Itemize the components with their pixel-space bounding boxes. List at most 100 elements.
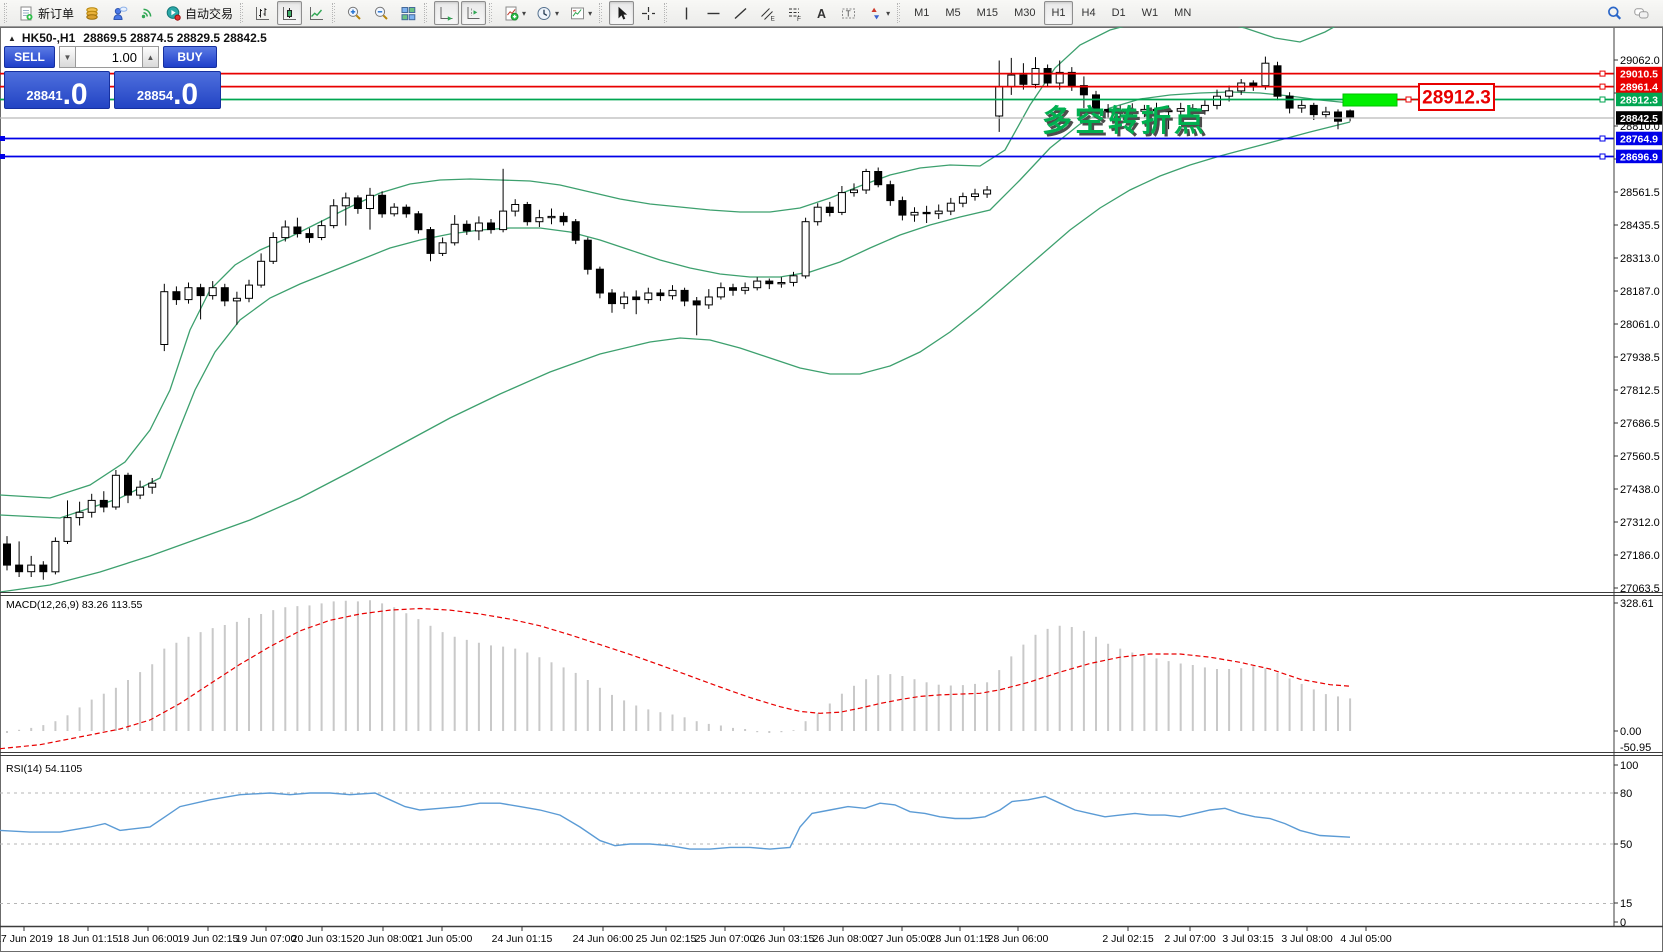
candle bbox=[15, 564, 24, 573]
volume-input[interactable]: 1.00 bbox=[76, 46, 142, 68]
zoom-in-button[interactable] bbox=[342, 1, 367, 25]
vertical-line-button[interactable] bbox=[674, 1, 699, 25]
line-handle[interactable] bbox=[0, 154, 5, 159]
templates-button[interactable]: ▾ bbox=[565, 1, 596, 25]
periods-button[interactable]: ▾ bbox=[532, 1, 563, 25]
candle bbox=[3, 543, 11, 566]
candle bbox=[39, 564, 48, 573]
volume-increase-button[interactable]: ▲ bbox=[142, 46, 159, 68]
candle bbox=[1152, 108, 1161, 112]
toolbar-grip[interactable] bbox=[599, 3, 606, 23]
toolbar-grip[interactable] bbox=[424, 3, 431, 23]
bollinger-lower-band bbox=[0, 121, 1351, 593]
text-button[interactable]: A bbox=[809, 1, 834, 25]
toolbar-grip[interactable] bbox=[332, 3, 339, 23]
text-label-button[interactable]: T bbox=[836, 1, 861, 25]
candle bbox=[450, 223, 459, 244]
indicators-icon bbox=[503, 5, 520, 22]
zoom-out-button[interactable] bbox=[369, 1, 394, 25]
price-axis[interactable]: 29062.028936.028810.028684.528561.528435… bbox=[1613, 28, 1662, 926]
signal-icon bbox=[138, 5, 155, 22]
search-button[interactable] bbox=[1602, 1, 1627, 25]
candle bbox=[1140, 108, 1149, 112]
signals-button[interactable] bbox=[134, 1, 159, 25]
tf-m30-button[interactable]: M30 bbox=[1007, 1, 1042, 25]
line-handle[interactable] bbox=[1599, 96, 1606, 103]
equidistant-channel-button[interactable]: E bbox=[755, 1, 780, 25]
auto-scroll-button[interactable] bbox=[434, 1, 460, 25]
tile-windows-button[interactable] bbox=[396, 1, 421, 25]
horizontal-line-button[interactable] bbox=[701, 1, 726, 25]
candle bbox=[644, 292, 653, 301]
sell-button[interactable]: SELL bbox=[4, 46, 55, 68]
arrows-button[interactable]: ▾ bbox=[863, 1, 894, 25]
tf-m1-button[interactable]: M1 bbox=[907, 1, 936, 25]
candle bbox=[124, 474, 132, 496]
pane-separators[interactable] bbox=[0, 592, 1663, 928]
svg-text:28187.0: 28187.0 bbox=[1620, 286, 1660, 298]
bollinger-upper-band bbox=[0, 27, 1336, 499]
candle bbox=[220, 287, 229, 302]
tf-h4-button[interactable]: H4 bbox=[1075, 1, 1103, 25]
time-axis[interactable]: 17 Jun 2019 18 Jun 01:15 18 Jun 06:00 19 Ju… bbox=[0, 926, 1392, 946]
toolbar-grip[interactable] bbox=[489, 3, 496, 23]
tf-m5-button[interactable]: M5 bbox=[938, 1, 967, 25]
fibonacci-icon: F bbox=[786, 5, 803, 22]
chart-shift-button[interactable] bbox=[461, 1, 487, 25]
tile-windows-icon bbox=[400, 5, 417, 22]
svg-text:25 Jun 02:15: 25 Jun 02:15 bbox=[636, 933, 697, 945]
bollinger-bands bbox=[0, 27, 1351, 593]
toolbar-grip[interactable] bbox=[897, 3, 904, 23]
cursor-button[interactable] bbox=[609, 1, 635, 25]
candle bbox=[474, 222, 483, 232]
tf-h1-button[interactable]: H1 bbox=[1044, 1, 1073, 25]
search-icon bbox=[1606, 5, 1623, 22]
line-handle[interactable] bbox=[1599, 83, 1606, 90]
line-chart-button[interactable] bbox=[304, 1, 329, 25]
new-order-button[interactable]: 新订单 bbox=[14, 1, 78, 25]
highlight-rectangle[interactable] bbox=[1342, 93, 1398, 107]
buy-button[interactable]: BUY bbox=[163, 46, 217, 68]
fibonacci-button[interactable]: F bbox=[782, 1, 807, 25]
profile-button[interactable] bbox=[107, 1, 132, 25]
line-handle[interactable] bbox=[0, 136, 5, 141]
tf-m15-button[interactable]: M15 bbox=[970, 1, 1005, 25]
candle bbox=[753, 280, 762, 289]
axis-badge bbox=[1616, 79, 1662, 94]
community-chat-button[interactable] bbox=[1629, 1, 1654, 25]
charts-stack-button[interactable] bbox=[80, 1, 105, 25]
svg-text:26 Jun 08:00: 26 Jun 08:00 bbox=[813, 933, 874, 945]
toolbar-grip[interactable] bbox=[240, 3, 247, 23]
price-callout[interactable]: 28912.3 bbox=[1397, 83, 1495, 111]
trendline-button[interactable] bbox=[728, 1, 753, 25]
tf-mn-button[interactable]: MN bbox=[1167, 1, 1198, 25]
line-handle[interactable] bbox=[1599, 153, 1606, 160]
candle bbox=[850, 189, 858, 194]
toolbar-grip[interactable] bbox=[664, 3, 671, 23]
volume-decrease-button[interactable]: ▼ bbox=[59, 46, 76, 68]
svg-text:24 Jun 01:15: 24 Jun 01:15 bbox=[492, 933, 553, 945]
svg-text:25 Jun 07:00: 25 Jun 07:00 bbox=[695, 933, 756, 945]
candle-chart-button[interactable] bbox=[277, 1, 303, 25]
candle bbox=[971, 193, 979, 197]
indicators-button[interactable]: ▾ bbox=[499, 1, 530, 25]
tf-d1-button[interactable]: D1 bbox=[1105, 1, 1133, 25]
crosshair-button[interactable] bbox=[636, 1, 661, 25]
svg-text:29062.0: 29062.0 bbox=[1620, 55, 1660, 67]
line-handle[interactable] bbox=[1599, 70, 1606, 77]
svg-text:27063.5: 27063.5 bbox=[1620, 583, 1660, 595]
buy-price-display[interactable]: 28854.0 bbox=[114, 71, 221, 109]
toolbar-grip[interactable] bbox=[4, 3, 10, 23]
tf-w1-button[interactable]: W1 bbox=[1135, 1, 1166, 25]
collapse-icon[interactable]: ▲ bbox=[8, 33, 16, 43]
candle bbox=[1200, 104, 1209, 112]
sell-price-display[interactable]: 28841.0 bbox=[4, 71, 110, 109]
svg-text:27686.5: 27686.5 bbox=[1620, 418, 1660, 430]
svg-text:4 Jul 05:00: 4 Jul 05:00 bbox=[1340, 933, 1392, 945]
line-handle[interactable] bbox=[1599, 135, 1606, 142]
svg-text:27560.5: 27560.5 bbox=[1620, 451, 1660, 463]
auto-trading-button[interactable]: 自动交易 bbox=[161, 1, 237, 25]
bar-chart-button[interactable] bbox=[250, 1, 275, 25]
